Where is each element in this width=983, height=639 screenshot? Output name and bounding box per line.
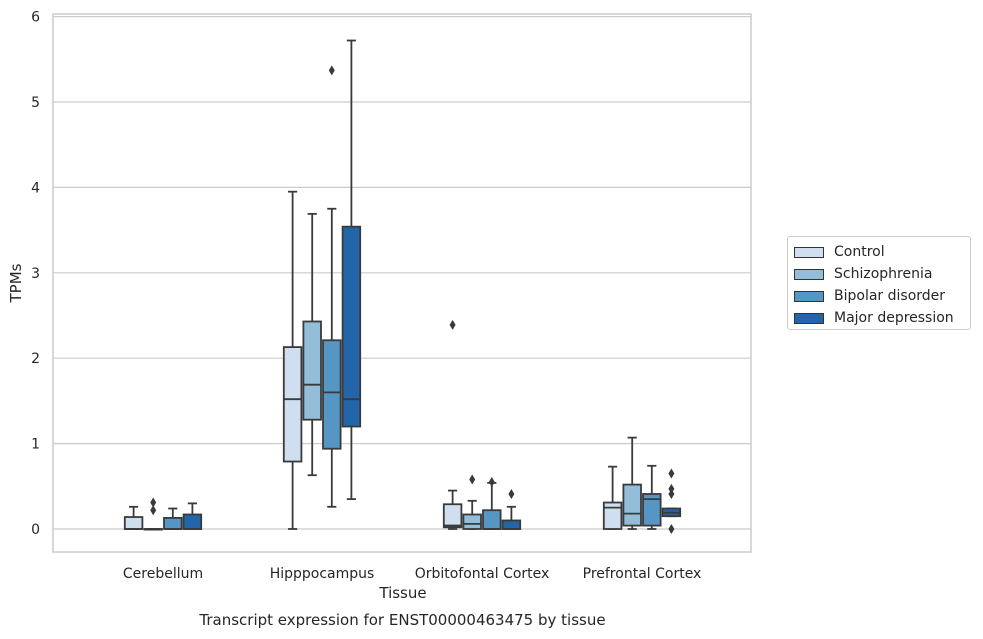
outlier-1	[150, 497, 157, 508]
box-1-2	[462, 474, 482, 530]
box-0-3	[602, 465, 623, 530]
box-3-2	[501, 488, 522, 530]
y-axis-label: TPMs	[7, 263, 25, 303]
outlier-0	[449, 319, 456, 330]
legend-swatch-schizophrenia	[794, 268, 824, 280]
outlier-0	[469, 474, 476, 485]
box-body	[163, 516, 183, 530]
gridlines	[53, 16, 751, 530]
outlier-3	[668, 468, 675, 479]
box-3-1	[341, 39, 362, 501]
box-1-3	[622, 436, 642, 530]
box-2-0	[163, 507, 183, 530]
outlier-0	[150, 505, 157, 516]
outlier-0	[328, 65, 335, 76]
box-body	[282, 346, 303, 463]
box-1-1	[302, 212, 322, 477]
x-tick-label-2: Orbitofontal Cortex	[415, 566, 550, 582]
x-tick-label-1: Hipppocampus	[270, 566, 375, 582]
box-0-1	[282, 190, 303, 530]
box-2-3	[642, 464, 662, 530]
legend: Control Schizophrenia Bipolar disorder M…	[787, 236, 971, 330]
y-tick-label-3: 3	[31, 266, 40, 282]
legend-label-schizophrenia: Schizophrenia	[834, 266, 933, 282]
y-tick-label-2: 2	[31, 351, 40, 367]
x-axis-label: Tissue	[378, 584, 426, 602]
box-0-0	[123, 505, 144, 530]
legend-label-major-depression: Major depression	[834, 310, 954, 326]
outlier-0	[488, 477, 495, 488]
legend-item-major-depression: Major depression	[794, 307, 970, 329]
y-axis-ticks: 0 1 2 3 4 5 6	[31, 10, 40, 538]
chart-caption: Transcript expression for ENST0000046347…	[199, 611, 606, 629]
legend-swatch-control	[794, 246, 824, 258]
outlier-0	[508, 488, 515, 499]
box-body	[341, 225, 362, 428]
plot-area-frame	[52, 13, 752, 553]
y-tick-label-6: 6	[31, 10, 40, 26]
box-body	[322, 339, 342, 450]
x-tick-label-3: Prefrontal Cortex	[583, 566, 702, 582]
legend-label-control: Control	[834, 244, 885, 260]
outlier-2	[668, 483, 675, 494]
legend-swatch-bipolar-disorder	[794, 290, 824, 302]
outlier-0	[668, 524, 675, 534]
box-0-2	[442, 319, 463, 530]
y-tick-label-0: 0	[31, 522, 40, 538]
box-body	[482, 509, 502, 530]
x-axis-ticks: Cerebellum Hipppocampus Orbitofontal Corte…	[123, 566, 701, 582]
legend-swatch-major-depression	[794, 312, 824, 324]
box-body	[642, 493, 662, 527]
box-body	[442, 503, 463, 529]
box-body	[501, 519, 522, 530]
box-body	[462, 513, 482, 530]
box-body	[622, 483, 642, 527]
box-body	[123, 516, 144, 530]
legend-item-schizophrenia: Schizophrenia	[794, 263, 970, 285]
box-body	[302, 320, 322, 421]
legend-label-bipolar-disorder: Bipolar disorder	[834, 288, 946, 304]
y-tick-label-1: 1	[31, 437, 40, 453]
x-tick-label-0: Cerebellum	[123, 566, 203, 582]
legend-item-control: Control	[794, 241, 970, 263]
box-1-0	[143, 497, 163, 531]
y-tick-label-4: 4	[31, 180, 40, 196]
legend-item-bipolar-disorder: Bipolar disorder	[794, 285, 970, 307]
outlier-1	[668, 488, 675, 499]
box-2-1	[322, 65, 342, 508]
boxes	[123, 39, 682, 534]
box-2-2	[482, 477, 502, 530]
box-body	[182, 513, 203, 530]
box-3-0	[182, 502, 203, 530]
box-3-3	[661, 468, 682, 534]
y-tick-label-5: 5	[31, 95, 40, 111]
box-body	[602, 501, 623, 530]
